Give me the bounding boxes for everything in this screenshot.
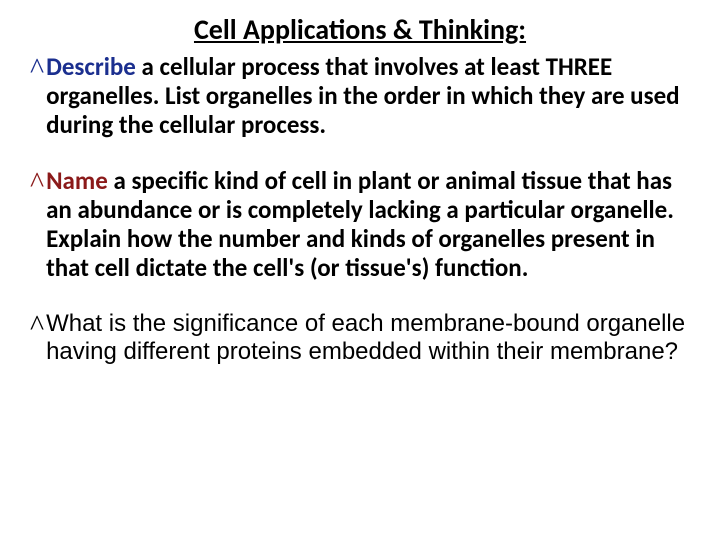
bullet-item-1: ^ Describe a cellular process that invol…	[30, 53, 690, 139]
item-1-rest: a cellular process that involves at leas…	[46, 51, 680, 140]
aries-icon: ^	[30, 167, 44, 199]
item-2-rest: a specific kind of cell in plant or anim…	[46, 165, 674, 282]
slide-title: Cell Applications & Thinking:	[30, 12, 690, 47]
aries-icon: ^	[30, 53, 44, 85]
item-1-text: Describe a cellular process that involve…	[46, 53, 690, 139]
item-2-lead: Name	[46, 165, 108, 196]
item-3-text: What is the significance of each membran…	[46, 310, 690, 365]
item-1-lead: Describe	[46, 51, 136, 82]
item-3-lead: What	[46, 310, 102, 337]
aries-icon: ^	[30, 310, 44, 342]
slide: Cell Applications & Thinking: ^ Describe…	[0, 0, 720, 540]
item-2-text: Name a specific kind of cell in plant or…	[46, 167, 690, 282]
item-3-rest: is the significance of each membrane-bou…	[46, 310, 685, 365]
bullet-item-3: ^ What is the significance of each membr…	[30, 310, 690, 365]
bullet-item-2: ^ Name a specific kind of cell in plant …	[30, 167, 690, 282]
